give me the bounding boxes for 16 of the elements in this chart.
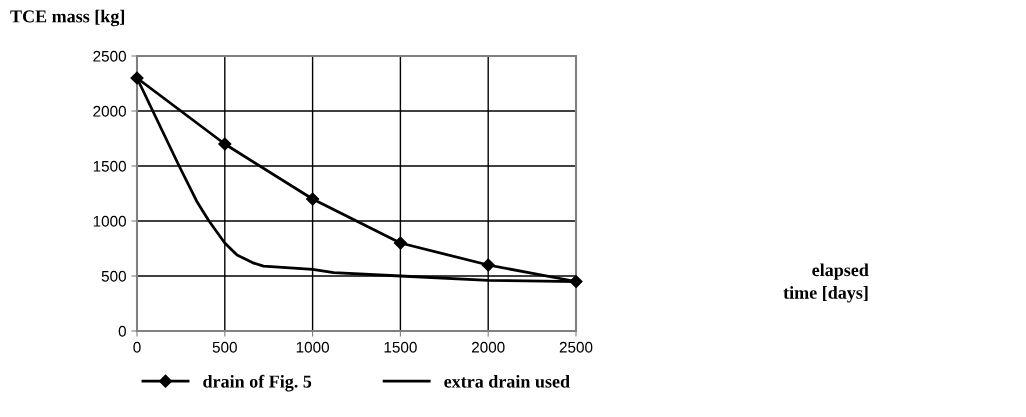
x-tick-label: 0: [133, 341, 141, 353]
y-tick-label: 1500: [93, 160, 126, 172]
x-tick-label: 1500: [384, 341, 417, 353]
x-tick-label: 1000: [296, 341, 329, 353]
y-axis-title: TCE mass [kg]: [10, 9, 125, 27]
text: elapsed time [days]: [783, 263, 869, 303]
y-tick-label: 2000: [93, 105, 126, 117]
legend-label: extra drain used: [444, 374, 570, 388]
x-tick-label: 500: [212, 341, 237, 353]
y-tick-label: 500: [101, 270, 126, 282]
y-tick-label: 2500: [93, 50, 126, 62]
x-tick-label: 2500: [559, 341, 593, 353]
legend-label: drain of Fig. 5: [203, 374, 312, 392]
y-tick-label: 0: [118, 325, 126, 337]
x-tick-label: 2000: [471, 341, 505, 353]
y-tick-label: 1000: [93, 215, 126, 227]
